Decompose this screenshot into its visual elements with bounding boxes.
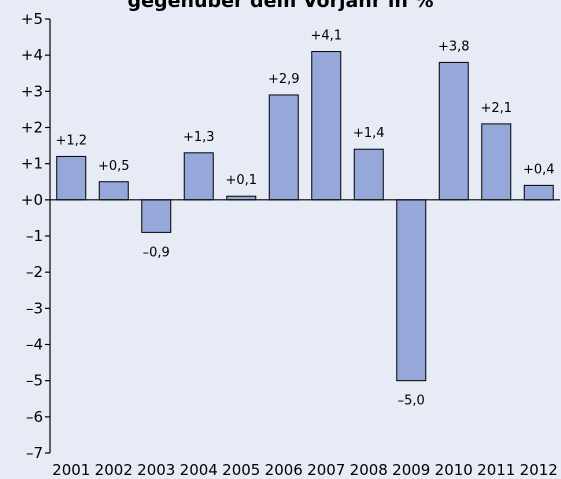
x-tick-label: 2005 [222,461,260,479]
bar [438,61,469,201]
y-tick-label: +4 [21,46,43,64]
x-tick-label: 2003 [137,461,175,479]
bar [56,155,87,201]
x-tick-label: 2008 [350,461,388,479]
x-tick-label: 2012 [520,461,558,479]
y-tick-label: –2 [26,263,43,281]
y-tick-label: +2 [21,119,43,137]
bar [311,51,342,201]
y-tick-label: –6 [26,408,43,426]
bar [353,148,384,201]
data-label: –5,0 [398,394,425,409]
y-tick-label: +0 [21,191,43,209]
x-tick-label: 2010 [435,461,473,479]
bar [523,184,554,201]
data-label: +2,1 [480,101,512,116]
y-tick-label: +5 [21,10,43,28]
y-tick-label: –1 [26,227,43,245]
x-tick-label: 2009 [392,461,430,479]
data-label: +0,1 [225,173,257,188]
data-label: +4,1 [310,29,342,44]
data-label: +1,4 [353,126,385,141]
bar [268,94,299,201]
data-label: –0,9 [143,245,170,260]
data-label: +0,4 [523,162,555,177]
x-tick-label: 2004 [180,461,218,479]
x-tick-label: 2006 [265,461,303,479]
y-tick-label: +1 [21,155,43,173]
bar [481,123,512,201]
y-tick-label: –3 [26,299,43,317]
y-tick-label: –4 [26,336,43,354]
chart-title: gegenüber dem Vorjahr in % [127,0,434,12]
data-label: +3,8 [438,39,470,54]
bar [183,152,214,201]
data-label: +2,9 [268,72,300,87]
x-tick-label: 2002 [95,461,133,479]
x-tick-label: 2011 [477,461,515,479]
bar [98,181,129,201]
bar [396,199,427,382]
data-label: +1,3 [183,130,215,145]
data-label: +0,5 [98,159,130,174]
bar [141,199,172,233]
y-tick-label: –5 [26,372,43,390]
y-tick-label: +3 [21,82,43,100]
data-label: +1,2 [55,133,87,148]
x-tick-label: 2007 [307,461,345,479]
x-tick-label: 2001 [52,461,90,479]
y-tick-label: –7 [26,444,43,462]
